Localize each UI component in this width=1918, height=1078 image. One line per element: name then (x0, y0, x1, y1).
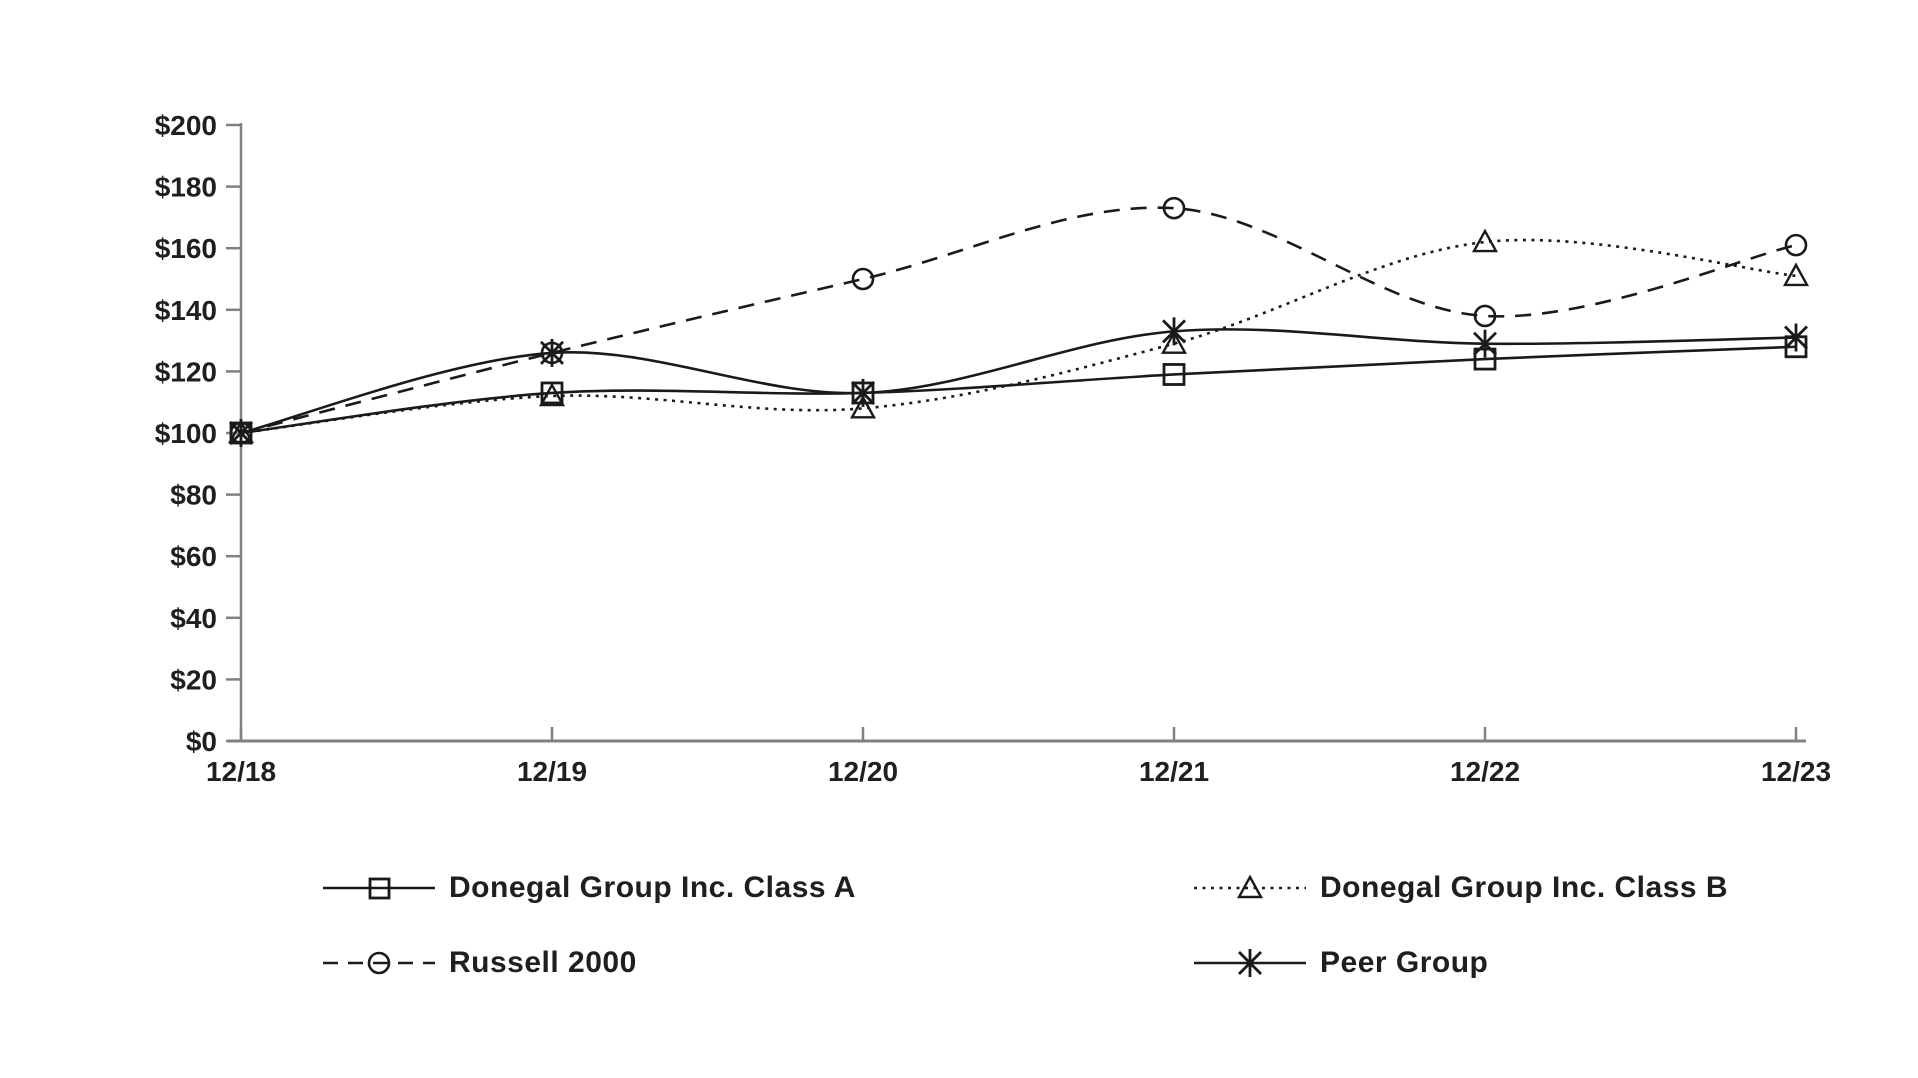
series-marker-russell-2000 (1473, 304, 1497, 328)
y-axis-tick-label: $60 (170, 541, 217, 572)
solid-line-square-marker-icon (323, 877, 435, 900)
x-axis-tick-label: 12/20 (828, 756, 898, 787)
y-axis-tick-label: $180 (155, 172, 217, 203)
legend-item-peer-group: Peer Group (1193, 944, 1488, 982)
series-marker-peer-group (1473, 329, 1497, 358)
y-axis-tick-label: $140 (155, 295, 217, 326)
legend-label-class-a: Donegal Group Inc. Class A (449, 871, 856, 904)
series-marker-russell-2000 (851, 267, 875, 291)
legend-label-peer-group: Peer Group (1320, 946, 1489, 979)
y-axis-tick-label: $100 (155, 418, 217, 449)
series-marker-peer-group (1784, 323, 1808, 352)
series-marker-donegal-group-inc-class-a (1162, 363, 1186, 386)
series-marker-peer-group (540, 338, 564, 367)
series-marker-donegal-group-inc-class-b (538, 382, 566, 407)
series-marker-peer-group (229, 419, 253, 447)
legend-item-russell-2000: Russell 2000 (322, 944, 637, 982)
y-axis-tick-label: $0 (186, 726, 217, 757)
legend-label-russell-2000: Russell 2000 (449, 946, 637, 979)
y-axis-tick-label: $120 (155, 356, 217, 387)
legend-item-class-b: Donegal Group Inc. Class B (1193, 869, 1728, 907)
x-axis-tick-label: 12/22 (1450, 756, 1520, 787)
dotted-line-triangle-marker-icon (1194, 874, 1306, 899)
series-line-peer-group (240, 328, 1797, 435)
y-axis-tick-label: $80 (170, 480, 217, 511)
asterisk-spoke (1784, 325, 1808, 350)
legend-item-class-a: Donegal Group Inc. Class A (322, 869, 856, 907)
x-axis-tick-label: 12/21 (1139, 756, 1209, 787)
asterisk-spoke (229, 421, 253, 445)
legend-label-class-b: Donegal Group Inc. Class B (1320, 871, 1729, 904)
y-axis-tick-label: $40 (170, 603, 217, 634)
asterisk-spoke (1473, 331, 1497, 356)
performance-line-chart: $0 $20 $40 $60 $80 $100 $120 $140 $160 $180 $200 12… (155, 110, 1831, 787)
series-line-russell-2000 (240, 206, 1797, 435)
series-marker-russell-2000 (1162, 196, 1186, 220)
series-marker-donegal-group-inc-class-b (1160, 330, 1188, 354)
series-marker-donegal-group-inc-class-b (1471, 228, 1499, 253)
x-axis-tick-label: 12/18 (206, 756, 276, 787)
solid-line-asterisk-marker-icon (1194, 949, 1306, 977)
series-line-donegal-group-inc-class-a (240, 345, 1797, 435)
x-axis-tick-label: 12/23 (1761, 756, 1831, 787)
y-axis-tick-label: $160 (155, 233, 217, 264)
series-marker-russell-2000 (1784, 233, 1808, 257)
asterisk-spoke (540, 340, 564, 365)
x-axis-tick-label: 12/19 (517, 756, 587, 787)
y-axis-tick-label: $20 (170, 664, 217, 695)
series-marker-donegal-group-inc-class-b (1782, 262, 1810, 287)
series-marker-peer-group (1162, 317, 1186, 346)
y-axis-tick-label: $200 (155, 110, 217, 141)
asterisk-spoke (1162, 319, 1186, 344)
dashed-line-circle-marker-icon (323, 951, 435, 975)
series-line-donegal-group-inc-class-b (240, 238, 1797, 435)
series-marker-donegal-group-inc-class-b (849, 394, 877, 419)
asterisk-spoke (851, 380, 875, 405)
series-marker-peer-group (851, 378, 875, 407)
